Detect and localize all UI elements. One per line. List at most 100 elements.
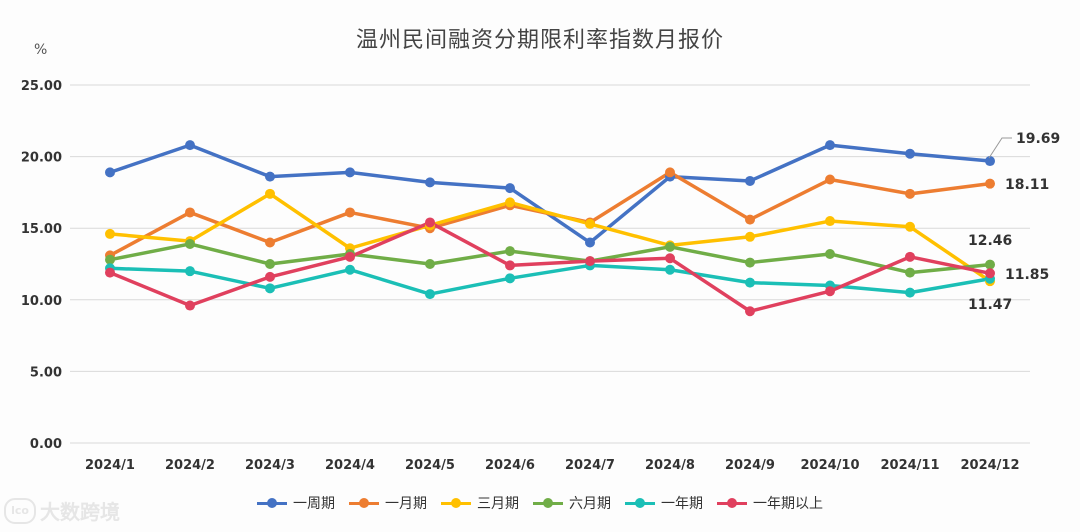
data-point [185,207,195,218]
x-tick-label: 2024/8 [645,458,695,473]
data-point [665,241,675,252]
end-label-one-year: 11.47 [968,297,1012,313]
data-point [185,300,195,311]
data-point [265,271,275,282]
data-point [345,207,355,218]
data-point [665,264,675,275]
legend-swatch [349,497,379,509]
x-tick-label: 2024/12 [960,458,1019,473]
legend-item[interactable]: 一月期 [349,493,427,513]
data-point [425,217,435,228]
x-tick-label: 2024/11 [880,458,939,473]
end-label-six-month: 12.46 [968,233,1012,249]
watermark-text: 大数跨境 [40,500,120,524]
legend-item[interactable]: 一年期以上 [717,493,823,513]
x-tick-label: 2024/4 [325,458,375,473]
chart-title: 温州民间融资分期限利率指数月报价 [355,28,724,53]
data-point [505,273,515,284]
series-line [109,242,991,275]
data-point [985,268,995,279]
end-label-weekly: 19.69 [1016,131,1060,147]
y-axis-ticks: 0.00 5.00 10.00 15.00 20.00 25.00 [21,79,62,452]
data-point [265,283,275,294]
data-point [665,253,675,264]
legend-item[interactable]: 一周期 [257,493,335,513]
legend-label: 一周期 [293,496,335,512]
y-tick-label: 15.00 [21,222,62,237]
data-point [425,289,435,300]
y-tick-label: 0.00 [30,437,62,452]
data-point [105,167,115,178]
data-point [745,214,755,225]
data-point [825,140,835,151]
end-label-over-one-year: 11.85 [1005,267,1049,283]
data-point [505,246,515,257]
data-point [585,218,595,229]
data-point [985,259,995,270]
data-point [825,216,835,227]
legend-item[interactable]: 六月期 [533,493,611,513]
y-tick-label: 10.00 [21,294,62,309]
x-tick-label: 2024/1 [85,458,135,473]
x-tick-label: 2024/5 [405,458,455,473]
data-point [905,148,915,159]
data-point [825,248,835,259]
x-axis-ticks: 2024/1 2024/2 2024/3 2024/4 2024/5 2024/6 2024… [85,458,1020,473]
data-point [745,175,755,186]
legend-swatch [625,497,655,509]
x-tick-label: 2024/3 [245,458,295,473]
data-point [185,266,195,277]
data-point [185,140,195,151]
legend-item[interactable]: 三月期 [441,493,519,513]
data-point [265,237,275,248]
data-point [425,177,435,188]
data-point [505,183,515,194]
data-point [345,167,355,178]
data-point [265,188,275,199]
data-point [745,257,755,268]
data-point [185,238,195,249]
data-point [985,178,995,189]
legend-label: 六月期 [569,496,611,512]
y-tick-label: 20.00 [21,151,62,166]
legend-swatch [257,497,287,509]
y-tick-label: 25.00 [21,79,62,94]
data-point [745,231,755,242]
legend-item[interactable]: 一年期 [625,493,703,513]
data-point [265,259,275,269]
data-point [505,260,515,271]
data-point [105,267,115,278]
data-point [745,277,755,288]
data-point [105,254,115,265]
data-point [905,221,915,232]
data-point [425,259,435,269]
data-point [345,264,355,275]
legend-label: 一年期以上 [753,496,823,512]
data-point [585,256,595,267]
data-point [105,228,115,239]
x-tick-label: 2024/7 [565,458,615,473]
x-tick-label: 2024/9 [725,458,775,473]
series-points [105,140,995,317]
series-line [109,192,991,283]
data-point [905,251,915,262]
x-tick-label: 2024/2 [165,458,215,473]
series-line [109,220,991,314]
data-point [585,237,595,248]
data-point [345,251,355,262]
watermark-logo-icon: lco [4,497,36,524]
data-point [665,167,675,178]
end-label-monthly: 18.11 [1005,177,1049,193]
y-axis-unit: % [34,42,48,58]
legend-swatch [441,497,471,509]
legend: 一周期 一月期 三月期 六月期 一年期 一年期以上 [0,493,1080,513]
data-point [265,171,275,182]
legend-label: 一年期 [661,496,703,512]
gridlines [70,84,1030,444]
data-point [905,188,915,199]
data-point [985,156,995,167]
watermark: lco 大数跨境 [4,496,120,525]
data-point [905,287,915,298]
data-point [825,174,835,185]
